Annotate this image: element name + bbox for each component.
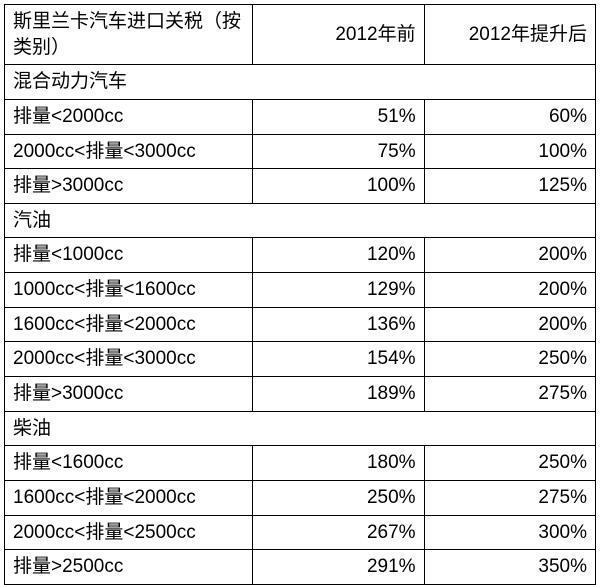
section-header-row: 柴油 (5, 411, 596, 446)
value-after: 60% (424, 99, 595, 134)
row-label: 2000cc<排量<3000cc (5, 342, 253, 377)
value-before: 291% (253, 550, 424, 585)
table-row: 排量>2500cc291%350% (5, 550, 596, 585)
table-title: 斯里兰卡汽车进口关税（按类别） (5, 5, 253, 65)
table-row: 排量>3000cc100%125% (5, 169, 596, 204)
value-before: 267% (253, 515, 424, 550)
table-body: 斯里兰卡汽车进口关税（按类别）2012年前2012年提升后混合动力汽车排量<20… (5, 5, 596, 585)
value-after: 300% (424, 515, 595, 550)
table-header-row: 斯里兰卡汽车进口关税（按类别）2012年前2012年提升后 (5, 5, 596, 65)
column-header-after: 2012年提升后 (424, 5, 595, 65)
row-label: 1000cc<排量<1600cc (5, 273, 253, 308)
table-row: 1600cc<排量<2000cc136%200% (5, 307, 596, 342)
tariff-table: 斯里兰卡汽车进口关税（按类别）2012年前2012年提升后混合动力汽车排量<20… (4, 4, 596, 585)
row-label: 1600cc<排量<2000cc (5, 307, 253, 342)
value-before: 250% (253, 480, 424, 515)
table-row: 2000cc<排量<3000cc154%250% (5, 342, 596, 377)
row-label: 2000cc<排量<2500cc (5, 515, 253, 550)
section-name: 汽油 (5, 203, 596, 238)
value-after: 200% (424, 273, 595, 308)
section-header-row: 汽油 (5, 203, 596, 238)
value-after: 350% (424, 550, 595, 585)
table-row: 1600cc<排量<2000cc250%275% (5, 480, 596, 515)
row-label: 排量>3000cc (5, 377, 253, 412)
section-name: 混合动力汽车 (5, 65, 596, 100)
value-before: 129% (253, 273, 424, 308)
row-label: 2000cc<排量<3000cc (5, 134, 253, 169)
value-before: 100% (253, 169, 424, 204)
table-row: 排量<1600cc180%250% (5, 446, 596, 481)
value-after: 250% (424, 446, 595, 481)
row-label: 排量<1600cc (5, 446, 253, 481)
value-after: 100% (424, 134, 595, 169)
value-after: 250% (424, 342, 595, 377)
section-header-row: 混合动力汽车 (5, 65, 596, 100)
value-before: 189% (253, 377, 424, 412)
value-before: 51% (253, 99, 424, 134)
row-label: 排量>2500cc (5, 550, 253, 585)
table-row: 排量<2000cc51%60% (5, 99, 596, 134)
value-after: 275% (424, 480, 595, 515)
value-after: 125% (424, 169, 595, 204)
row-label: 排量<1000cc (5, 238, 253, 273)
table-row: 2000cc<排量<2500cc267%300% (5, 515, 596, 550)
table-row: 1000cc<排量<1600cc129%200% (5, 273, 596, 308)
value-after: 200% (424, 307, 595, 342)
section-name: 柴油 (5, 411, 596, 446)
column-header-before: 2012年前 (253, 5, 424, 65)
value-before: 75% (253, 134, 424, 169)
value-before: 154% (253, 342, 424, 377)
row-label: 排量>3000cc (5, 169, 253, 204)
table-row: 排量>3000cc189%275% (5, 377, 596, 412)
value-before: 136% (253, 307, 424, 342)
table-row: 2000cc<排量<3000cc75%100% (5, 134, 596, 169)
table-row: 排量<1000cc120%200% (5, 238, 596, 273)
value-before: 180% (253, 446, 424, 481)
row-label: 1600cc<排量<2000cc (5, 480, 253, 515)
value-after: 275% (424, 377, 595, 412)
value-before: 120% (253, 238, 424, 273)
value-after: 200% (424, 238, 595, 273)
row-label: 排量<2000cc (5, 99, 253, 134)
